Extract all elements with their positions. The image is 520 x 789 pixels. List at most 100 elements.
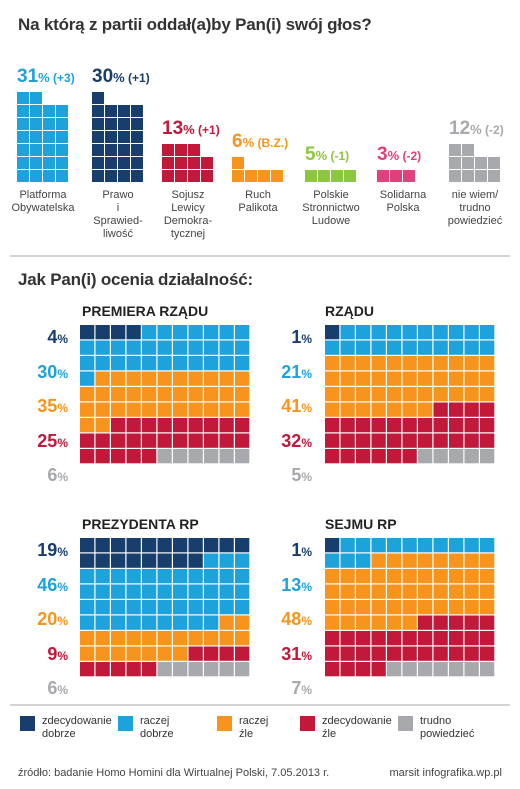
waffle-square (449, 340, 464, 355)
waffle-square (449, 615, 464, 630)
waffle-square (204, 662, 219, 677)
waffle-square (173, 600, 188, 615)
waffle-value: 35 (37, 396, 58, 416)
waffle-square (325, 569, 340, 584)
waffle-square (188, 418, 203, 433)
waffle-square (142, 433, 157, 448)
waffle-square (80, 325, 95, 340)
waffle-square (173, 418, 188, 433)
waffle-square (433, 615, 448, 630)
waffle-square (340, 538, 355, 553)
waffle-square (219, 418, 234, 433)
waffle-square (111, 418, 126, 433)
waffle-square (356, 569, 371, 584)
waffle-square (188, 569, 203, 584)
waffle-square (464, 615, 479, 630)
waffle-square (449, 662, 464, 677)
party-square (105, 157, 117, 169)
waffle-square (418, 340, 433, 355)
waffle-square (464, 569, 479, 584)
waffle-square (142, 418, 157, 433)
waffle-square (173, 387, 188, 402)
legend-swatch (217, 716, 232, 731)
waffle-square (402, 371, 417, 386)
waffle-square (433, 325, 448, 340)
waffle-square (433, 569, 448, 584)
party-square (17, 170, 29, 182)
waffle-square (80, 569, 95, 584)
waffle-square (340, 433, 355, 448)
party-change: (-1) (327, 149, 350, 163)
party-square (105, 131, 117, 143)
waffle-square (371, 402, 386, 417)
waffle-value: 1 (291, 540, 302, 560)
waffle-square (173, 433, 188, 448)
party-name-line: nie wiem/ (451, 189, 499, 201)
waffle-square (111, 662, 126, 677)
waffle-square (219, 325, 234, 340)
party-square (188, 157, 200, 169)
party-name-line: trudno (459, 202, 491, 214)
waffle-square (157, 371, 172, 386)
party-square (92, 92, 104, 104)
waffle-square (204, 340, 219, 355)
percent-sign: % (183, 122, 195, 137)
waffle-square (219, 600, 234, 615)
party-bar-1 (17, 92, 68, 182)
waffle-square (219, 402, 234, 417)
legend-label-line: źle (322, 728, 337, 740)
waffle-square (126, 449, 141, 464)
waffle-square (95, 356, 110, 371)
waffle-square (464, 418, 479, 433)
waffle-square (95, 631, 110, 646)
waffle-square (480, 662, 495, 677)
waffle-grid (80, 538, 250, 677)
party-square (118, 118, 130, 130)
waffle-square (325, 325, 340, 340)
party-name-line: Stronnictwo (302, 202, 360, 214)
waffle-square (356, 662, 371, 677)
waffle-square (204, 538, 219, 553)
percent-sign: % (57, 648, 68, 663)
waffle-square (204, 553, 219, 568)
party-change: (-2) (399, 149, 422, 163)
waffle-square (371, 418, 386, 433)
waffle-square (126, 538, 141, 553)
waffle-square (219, 615, 234, 630)
waffle-square (402, 449, 417, 464)
waffle-square (325, 418, 340, 433)
waffle-square (188, 615, 203, 630)
party-name-label: Sojusz Lewicy Demokra-tycznej (143, 189, 233, 241)
waffle-square (188, 584, 203, 599)
waffle-square (95, 371, 110, 386)
party-square (131, 105, 143, 117)
waffle-square (157, 340, 172, 355)
waffle-value-label: 5% (264, 465, 312, 486)
waffle-square (402, 538, 417, 553)
waffle-square (387, 569, 402, 584)
waffle-value-label: 20% (20, 609, 68, 630)
waffle-square (325, 631, 340, 646)
party-value-label: 5% (-1) (305, 144, 349, 166)
waffle-value: 32 (281, 430, 302, 451)
waffle-square (480, 449, 495, 464)
waffle-square (325, 387, 340, 402)
waffle-square (371, 553, 386, 568)
legend-swatch (398, 716, 413, 731)
party-name-line: Sprawied- (93, 215, 143, 227)
waffle-square (157, 584, 172, 599)
party-square (118, 144, 130, 156)
waffle-square (371, 538, 386, 553)
waffle-value-label: 1% (264, 540, 312, 561)
waffle-square (188, 449, 203, 464)
waffle-square (126, 662, 141, 677)
waffle-square (480, 615, 495, 630)
waffle-square (80, 615, 95, 630)
party-value-label: 31% (+3) (17, 66, 75, 88)
party-value: 12 (449, 118, 471, 139)
waffle-square (449, 631, 464, 646)
waffle-square (402, 325, 417, 340)
waffle-square (235, 356, 250, 371)
waffle-square (340, 553, 355, 568)
percent-sign: % (301, 332, 312, 346)
